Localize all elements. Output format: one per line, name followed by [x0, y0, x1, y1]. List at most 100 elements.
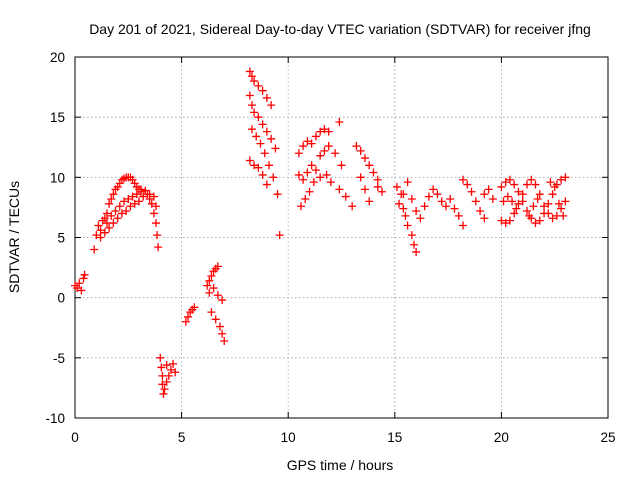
data-point — [130, 199, 139, 208]
data-point — [190, 303, 199, 312]
data-point — [102, 209, 111, 218]
data-point — [311, 166, 320, 175]
data-point — [152, 202, 161, 211]
data-point — [90, 245, 99, 254]
data-point — [533, 194, 542, 203]
data-point — [356, 146, 365, 155]
data-point — [326, 178, 335, 187]
data-point — [437, 197, 446, 206]
data-point — [96, 226, 105, 235]
data-point — [149, 192, 158, 201]
data-point — [392, 182, 401, 191]
data-point — [153, 231, 162, 240]
chart-title: Day 201 of 2021, Sidereal Day-to-day VTE… — [89, 21, 591, 37]
data-point — [433, 190, 442, 199]
data-point — [531, 219, 540, 228]
data-point — [154, 243, 163, 252]
data-point — [215, 322, 224, 331]
data-point — [311, 132, 320, 141]
data-point — [111, 207, 120, 216]
data-point — [337, 161, 346, 170]
data-point — [122, 207, 131, 216]
data-point — [245, 156, 254, 165]
data-point — [316, 127, 325, 136]
data-point — [156, 353, 165, 362]
data-point — [100, 228, 109, 237]
y-tick-label: -10 — [45, 411, 65, 426]
x-tick-label: 15 — [387, 430, 402, 445]
data-point — [373, 175, 382, 184]
data-point — [360, 185, 369, 194]
data-point — [115, 202, 124, 211]
data-point — [73, 284, 82, 293]
data-point — [369, 168, 378, 177]
data-point — [535, 216, 544, 225]
data-point — [399, 204, 408, 213]
data-point — [107, 194, 116, 203]
data-point — [75, 279, 84, 288]
data-point — [540, 202, 549, 211]
data-point — [416, 214, 425, 223]
data-point — [145, 190, 154, 199]
data-point — [301, 194, 310, 203]
data-point — [378, 187, 387, 196]
data-point — [546, 178, 555, 187]
data-point — [403, 221, 412, 230]
data-point — [124, 194, 133, 203]
data-point — [441, 202, 450, 211]
data-point — [149, 209, 158, 218]
data-point — [529, 202, 538, 211]
data-point — [162, 361, 171, 370]
data-point — [207, 272, 216, 281]
x-tick-label: 0 — [71, 430, 79, 445]
data-point — [117, 209, 126, 218]
y-tick-label: 20 — [50, 50, 65, 65]
data-point — [420, 202, 429, 211]
data-point — [510, 209, 519, 218]
data-point — [213, 262, 222, 271]
data-point — [205, 288, 214, 297]
data-point — [501, 178, 510, 187]
data-point — [271, 144, 280, 153]
data-point — [120, 197, 129, 206]
data-point — [252, 132, 261, 141]
data-point — [399, 190, 408, 199]
data-point — [96, 233, 105, 242]
data-point — [335, 117, 344, 126]
data-point — [307, 161, 316, 170]
data-point — [160, 385, 169, 394]
data-point — [102, 219, 111, 228]
data-point — [401, 211, 410, 220]
data-point — [100, 214, 109, 223]
data-point — [77, 286, 86, 295]
data-point — [446, 194, 455, 203]
data-point — [324, 127, 333, 136]
x-axis-title: GPS time / hours — [287, 457, 394, 473]
data-point — [503, 192, 512, 201]
data-point — [307, 139, 316, 148]
data-point — [459, 175, 468, 184]
data-point — [459, 221, 468, 230]
data-point — [152, 219, 161, 228]
data-point — [561, 173, 570, 182]
y-tick-label: 15 — [50, 110, 65, 125]
data-point — [205, 276, 214, 285]
data-point — [535, 190, 544, 199]
data-point — [303, 168, 312, 177]
y-tick-label: -5 — [53, 351, 65, 366]
data-point — [356, 173, 365, 182]
data-point — [480, 214, 489, 223]
data-point — [497, 216, 506, 225]
data-point — [247, 72, 256, 81]
data-point — [514, 199, 523, 208]
data-point — [409, 240, 418, 249]
data-point — [454, 211, 463, 220]
y-tick-label: 0 — [57, 291, 65, 306]
data-point — [403, 178, 412, 187]
axis-ticks: 0 5 10 15 20 25 -10 -5 0 5 10 15 20 — [45, 50, 615, 445]
data-points — [71, 67, 570, 398]
data-point — [324, 142, 333, 151]
data-point — [305, 187, 314, 196]
data-point — [139, 192, 148, 201]
